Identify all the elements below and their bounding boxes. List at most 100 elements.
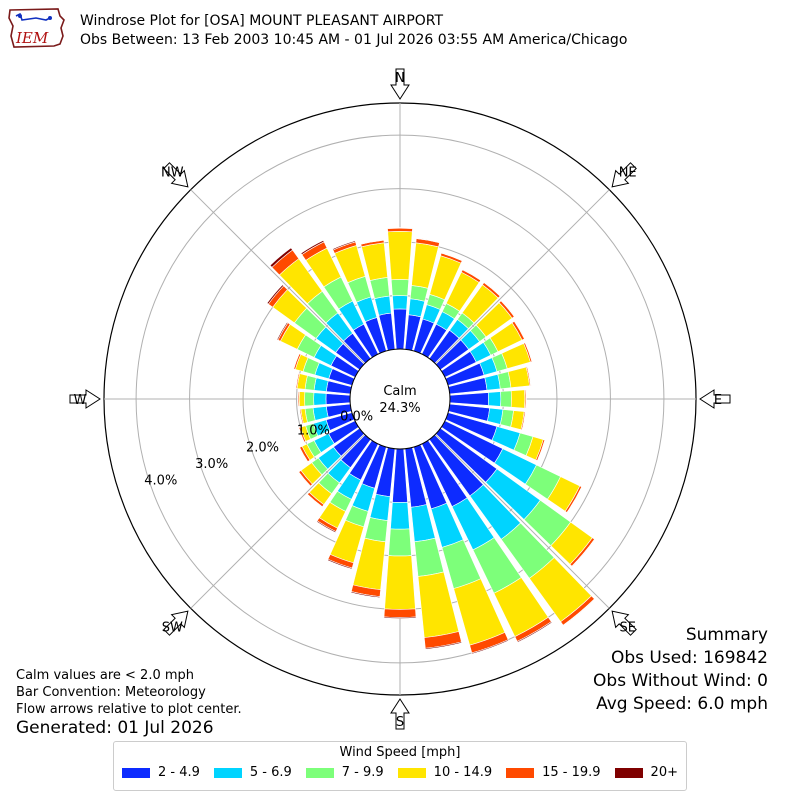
svg-text:IEM: IEM	[15, 29, 49, 47]
bar-segment	[526, 366, 532, 387]
radial-tick-label: 0.0%	[340, 410, 373, 425]
bar-segment	[383, 616, 417, 619]
bar-segment	[513, 320, 526, 340]
flow-arrow-icon	[163, 162, 189, 188]
bar-segment	[440, 252, 463, 262]
notes-block: Calm values are < 2.0 mph Bar Convention…	[16, 667, 242, 718]
bar-segment	[500, 299, 516, 317]
calm-note: Calm values are < 2.0 mph	[16, 668, 195, 683]
bar-segment	[387, 227, 413, 233]
range-ring	[135, 134, 665, 664]
flow-arrow-icon	[390, 68, 410, 100]
flow-arrow-icon	[163, 610, 189, 636]
direction-label: W	[74, 393, 87, 408]
bar-segment	[269, 247, 293, 268]
bar-segment	[300, 239, 325, 256]
legend-swatch	[506, 767, 535, 778]
bar-segment	[276, 321, 289, 341]
bar-segment	[304, 391, 315, 407]
bar-segment	[325, 393, 351, 405]
bar-segment	[390, 279, 410, 297]
legend-item: 20+	[614, 765, 678, 780]
bar-segment	[332, 240, 356, 251]
bar-segment	[306, 493, 323, 508]
calm-circle	[349, 348, 451, 450]
bar-segment	[449, 392, 489, 406]
bar-segment	[316, 520, 337, 534]
direction-label: S	[396, 715, 404, 730]
bar-segment	[571, 538, 596, 568]
bar-segment	[390, 501, 410, 530]
bar-segment	[361, 242, 388, 281]
radial-tick-label: 2.0%	[246, 440, 279, 455]
direction-label: N	[395, 71, 405, 86]
radial-tick-label: 3.0%	[195, 457, 228, 472]
bar-segment	[487, 391, 502, 407]
bar-segment	[298, 408, 303, 425]
legend-label: 7 - 9.9	[341, 765, 384, 780]
bar-segment	[500, 390, 512, 408]
bar-segment	[387, 231, 413, 281]
bar-segment	[387, 227, 413, 229]
bar-segment	[383, 608, 417, 618]
bar-segment	[521, 411, 527, 431]
bar-segment	[392, 448, 408, 503]
direction-label: E	[714, 393, 722, 408]
bar-segment	[393, 308, 407, 350]
bar-segment	[536, 439, 546, 462]
direction-label: SW	[162, 621, 183, 636]
bar-segment	[566, 486, 583, 514]
bar-segment	[462, 268, 482, 281]
bar-segment	[516, 621, 553, 643]
bar-segment	[297, 391, 299, 407]
bar-segment	[414, 537, 445, 577]
radial-gridline	[435, 189, 610, 364]
bar-segment	[507, 366, 530, 389]
legend-label: 20+	[650, 765, 678, 780]
bar-segment	[312, 406, 329, 421]
direction-label: NW	[161, 165, 184, 180]
obs-without-wind: Obs Without Wind: 0	[593, 671, 768, 691]
bar-segment	[415, 237, 441, 244]
avg-speed: Avg Speed: 6.0 mph	[596, 694, 768, 714]
bar-segment	[392, 295, 408, 310]
bar-segment	[424, 641, 463, 650]
obs-used: Obs Used: 169842	[610, 648, 768, 668]
legend-swatch	[305, 767, 334, 778]
bar-segment	[388, 528, 412, 557]
flow-arrow-icon	[611, 162, 637, 188]
flow-arrow-icon	[390, 698, 410, 730]
summary-title: Summary	[685, 625, 768, 645]
bar-segment	[298, 447, 309, 463]
generated-date: Generated: 01 Jul 2026	[16, 718, 214, 738]
radial-gridline	[435, 434, 610, 609]
bar-segment	[374, 295, 392, 316]
chart-subtitle: Obs Between: 13 Feb 2003 10:45 AM - 01 J…	[80, 32, 628, 48]
bar-segment	[350, 591, 381, 599]
bar-segment	[369, 277, 390, 300]
bar-segment	[524, 342, 533, 363]
direction-label: SE	[619, 621, 635, 636]
legend-label: 10 - 14.9	[433, 765, 493, 780]
legend-swatch	[213, 767, 242, 778]
legend-label: 15 - 19.9	[542, 765, 601, 780]
legend-label: 2 - 4.9	[158, 765, 200, 780]
bar-segment	[369, 493, 391, 521]
radial-gridline	[190, 434, 365, 609]
legend-item: 2 - 4.9	[122, 765, 200, 780]
chart-title: Windrose Plot for [OSA] MOUNT PLEASANT A…	[80, 13, 444, 29]
legend-item: 5 - 6.9	[213, 765, 292, 780]
bar-convention-note: Bar Convention: Meteorology	[16, 685, 206, 700]
bar-segment	[266, 284, 285, 305]
legend-label: 5 - 6.9	[249, 765, 292, 780]
bar-segment	[313, 377, 329, 392]
legend-title: Wind Speed [mph]	[339, 745, 461, 760]
bar-segment	[384, 555, 416, 610]
iem-logo: IEM	[8, 8, 65, 48]
title-block: Windrose Plot for [OSA] MOUNT PLEASANT A…	[80, 12, 627, 50]
legend-item: 15 - 19.9	[506, 765, 601, 780]
legend-items: 2 - 4.9 5 - 6.9 7 - 9.9 10 - 14.9 15 - 1…	[114, 760, 686, 780]
calm-label: Calm	[383, 384, 416, 399]
radial-gridline	[190, 189, 365, 364]
